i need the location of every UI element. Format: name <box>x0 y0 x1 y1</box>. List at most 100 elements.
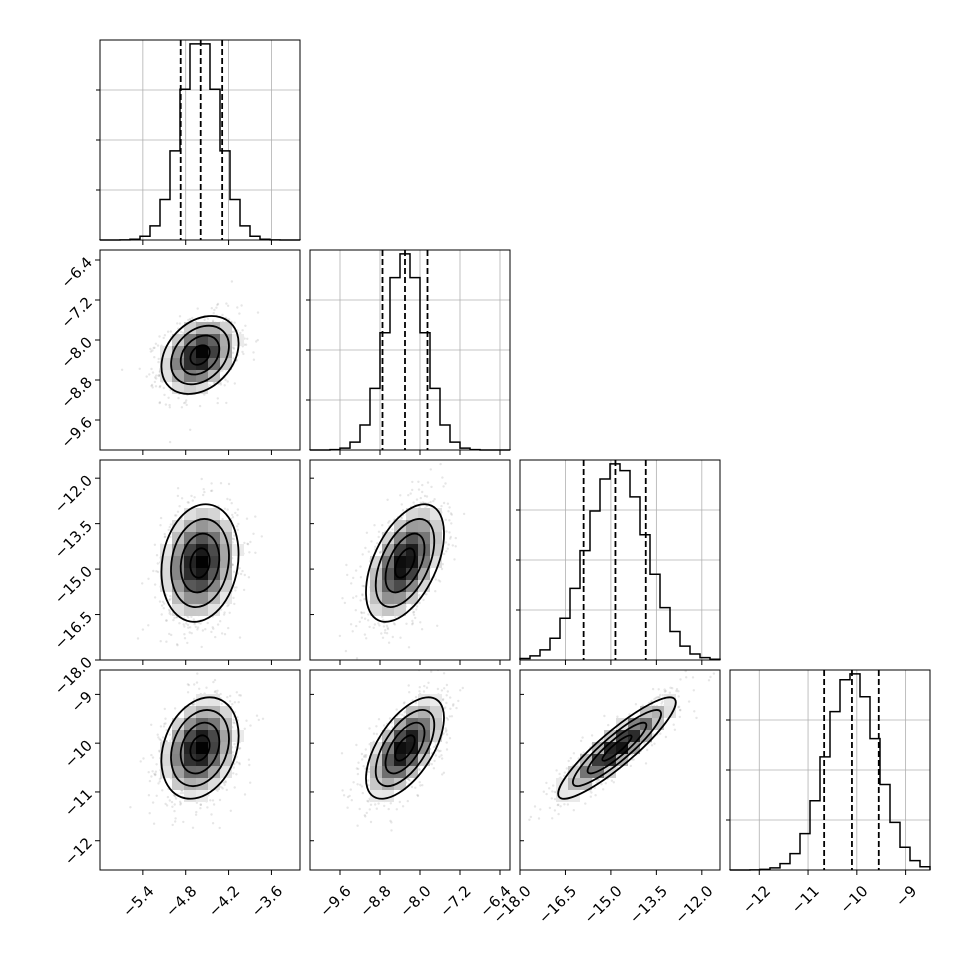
scatter-point <box>244 324 247 327</box>
scatter-point <box>246 543 250 546</box>
scatter-point <box>163 535 167 538</box>
scatter-point <box>368 625 371 629</box>
scatter-point <box>254 551 257 554</box>
scatter-point <box>189 428 192 431</box>
scatter-point <box>186 683 190 686</box>
scatter-point <box>183 401 186 405</box>
scatter-point <box>421 784 424 787</box>
scatter-point <box>142 757 145 760</box>
scatter-point <box>230 280 234 283</box>
scatter-point <box>169 535 172 539</box>
scatter-point <box>241 329 244 332</box>
scatter-point <box>156 562 159 565</box>
scatter-point <box>168 799 171 802</box>
scatter-point <box>212 680 215 684</box>
density-cell <box>406 592 418 604</box>
contour-line <box>170 518 230 609</box>
scatter-point <box>224 780 227 783</box>
scatter-point <box>168 598 171 602</box>
scatter-point <box>199 803 202 806</box>
scatter-point <box>383 804 386 808</box>
scatter-point <box>239 694 242 697</box>
scatter-point <box>409 492 412 495</box>
scatter-point <box>171 823 174 827</box>
scatter-point <box>167 528 170 532</box>
scatter-point <box>168 440 172 444</box>
scatter-point <box>363 633 367 636</box>
scatter-point <box>252 532 255 535</box>
scatter-point <box>231 513 234 517</box>
scatter-point <box>166 795 170 799</box>
scatter-point <box>191 499 194 502</box>
scatter-point <box>252 351 255 354</box>
scatter-point <box>256 338 259 342</box>
scatter-point <box>156 733 159 736</box>
panel-2-1 <box>309 459 511 665</box>
scatter-point <box>150 753 153 757</box>
scatter-point <box>235 691 238 694</box>
scatter-point <box>164 717 167 720</box>
density-cell <box>418 532 430 544</box>
scatter-point <box>408 779 411 782</box>
scatter-point <box>418 601 421 605</box>
scatter-point <box>161 600 165 603</box>
density-cell <box>172 370 184 382</box>
scatter-point <box>223 783 226 787</box>
density-cell <box>184 358 196 370</box>
scatter-point <box>223 507 227 510</box>
scatter-point <box>352 596 355 599</box>
contour-line <box>384 532 426 594</box>
scatter-point <box>445 683 449 687</box>
scatter-point <box>196 672 199 675</box>
scatter-point <box>412 613 416 616</box>
scatter-point <box>210 813 213 816</box>
scatter-point <box>257 718 260 722</box>
scatter-point <box>412 501 415 504</box>
scatter-point <box>200 645 203 649</box>
scatter-point <box>417 488 421 491</box>
scatter-point <box>447 510 450 513</box>
scatter-point <box>232 538 236 541</box>
scatter-point <box>254 515 257 518</box>
scatter-point <box>221 787 224 790</box>
scatter-point <box>195 801 199 804</box>
scatter-point <box>153 773 157 777</box>
scatter-point <box>231 516 235 519</box>
density-cell <box>382 580 394 592</box>
scatter-point <box>432 500 435 503</box>
density-cell <box>196 544 208 556</box>
scatter-point <box>157 782 160 785</box>
scatter-point <box>158 401 162 404</box>
scatter-point <box>442 485 445 488</box>
scatter-point <box>249 781 252 784</box>
scatter-point <box>178 505 181 508</box>
scatter-point <box>395 808 398 811</box>
scatter-point <box>141 628 145 631</box>
density-cell <box>220 346 232 358</box>
scatter-point <box>222 781 226 785</box>
scatter-point <box>199 622 202 625</box>
scatter-point <box>174 817 177 820</box>
scatter-point <box>160 613 163 616</box>
scatter-point <box>151 756 155 759</box>
scatter-point <box>155 554 159 557</box>
scatter-point <box>158 777 162 781</box>
scatter-point <box>176 322 179 325</box>
scatter-point <box>360 616 364 619</box>
scatter-point <box>230 502 233 505</box>
panel-content <box>340 670 464 832</box>
density-cell <box>184 568 196 580</box>
scatter-point <box>232 721 235 724</box>
scatter-point <box>448 531 451 534</box>
scatter-point <box>215 692 219 695</box>
scatter-point <box>386 626 389 629</box>
scatter-point <box>249 540 252 544</box>
scatter-point <box>168 632 171 636</box>
scatter-point <box>206 621 209 625</box>
scatter-point <box>231 351 235 354</box>
scatter-point <box>415 605 419 608</box>
scatter-point <box>248 551 251 554</box>
density-cell <box>220 520 232 532</box>
density-cell <box>394 592 406 604</box>
scatter-point <box>151 349 154 352</box>
